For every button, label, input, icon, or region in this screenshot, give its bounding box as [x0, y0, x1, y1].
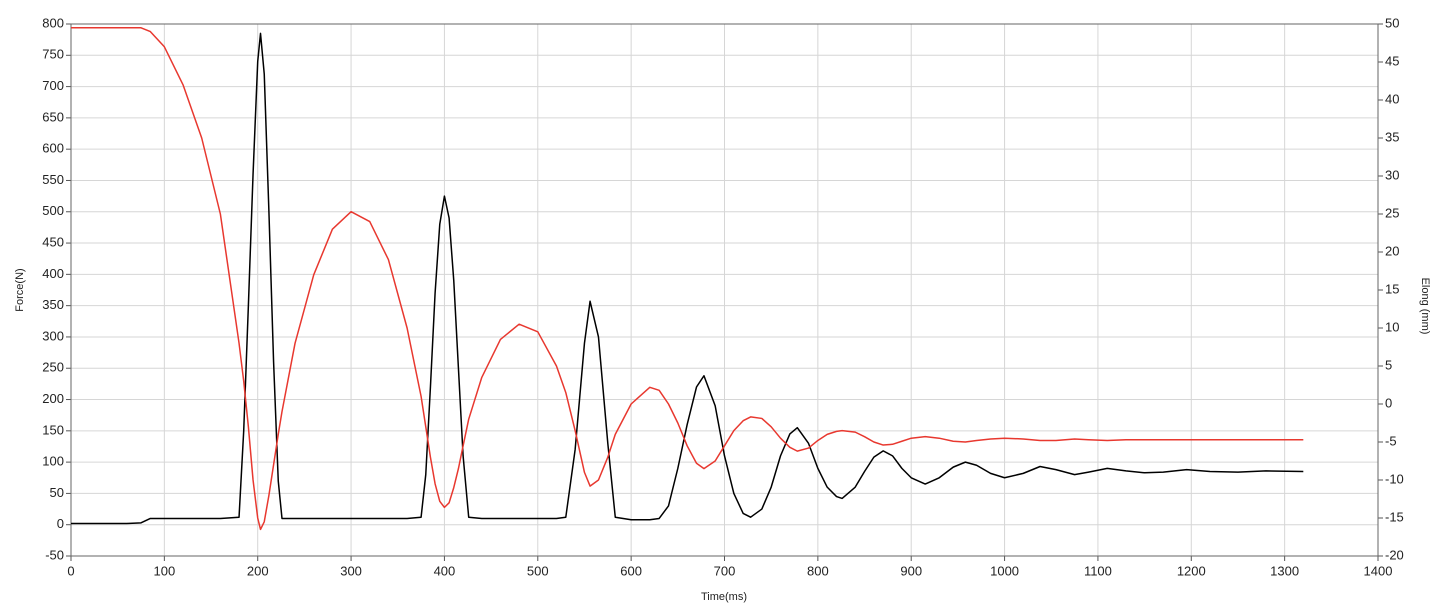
y-tick-label: 450 [42, 234, 64, 249]
x-tick-label: 1300 [1270, 563, 1299, 578]
x-tick-label: 100 [154, 563, 176, 578]
y2-axis-label: Elong (mm) [1419, 278, 1431, 335]
y-tick-label: 800 [42, 15, 64, 30]
x-tick-label: 1000 [990, 563, 1019, 578]
y2-tick-label: 5 [1385, 357, 1392, 372]
y-tick-label: -50 [45, 547, 64, 562]
x-tick-label: 600 [620, 563, 642, 578]
y-tick-label: 550 [42, 172, 64, 187]
x-tick-label: 800 [807, 563, 829, 578]
y-tick-label: 400 [42, 266, 64, 281]
x-tick-label: 1400 [1364, 563, 1393, 578]
y2-tick-label: 15 [1385, 281, 1399, 296]
y2-tick-label: 35 [1385, 129, 1399, 144]
x-tick-label: 900 [900, 563, 922, 578]
x-tick-label: 300 [340, 563, 362, 578]
x-tick-label: 700 [714, 563, 736, 578]
x-axis-label: Time(ms) [701, 591, 747, 603]
x-tick-label: 500 [527, 563, 549, 578]
y-tick-label: 50 [50, 485, 64, 500]
x-tick-label: 0 [67, 563, 74, 578]
y2-tick-label: -20 [1385, 547, 1404, 562]
y2-tick-label: 45 [1385, 53, 1399, 68]
y2-tick-label: 30 [1385, 167, 1399, 182]
y2-tick-label: -15 [1385, 509, 1404, 524]
x-tick-label: 200 [247, 563, 269, 578]
y-tick-label: 0 [57, 516, 64, 531]
y-tick-label: 300 [42, 328, 64, 343]
y-tick-label: 100 [42, 454, 64, 469]
plot-frame [70, 23, 1379, 557]
y2-tick-label: 25 [1385, 205, 1399, 220]
y-tick-label: 150 [42, 422, 64, 437]
y-tick-label: 250 [42, 360, 64, 375]
y-tick-label: 750 [42, 47, 64, 62]
y-tick-label: 200 [42, 391, 64, 406]
y-tick-label: 350 [42, 297, 64, 312]
y-tick-label: 500 [42, 203, 64, 218]
x-tick-label: 1100 [1084, 563, 1112, 578]
y-tick-label: 650 [42, 109, 64, 124]
y2-tick-label: 20 [1385, 243, 1399, 258]
x-tick-label: 1200 [1177, 563, 1206, 578]
y-axis-label: Force(N) [14, 268, 26, 311]
x-tick-label: 400 [434, 563, 456, 578]
y-tick-label: 700 [42, 78, 64, 93]
y2-tick-label: 50 [1385, 15, 1399, 30]
y2-tick-label: 40 [1385, 91, 1399, 106]
y2-tick-label: -5 [1385, 433, 1397, 448]
y2-tick-label: 0 [1385, 395, 1392, 410]
series-line [71, 32, 1304, 525]
y2-tick-label: 10 [1385, 319, 1399, 334]
y-tick-label: 600 [42, 141, 64, 156]
y2-tick-label: -10 [1385, 471, 1404, 486]
series-line [71, 27, 1304, 531]
